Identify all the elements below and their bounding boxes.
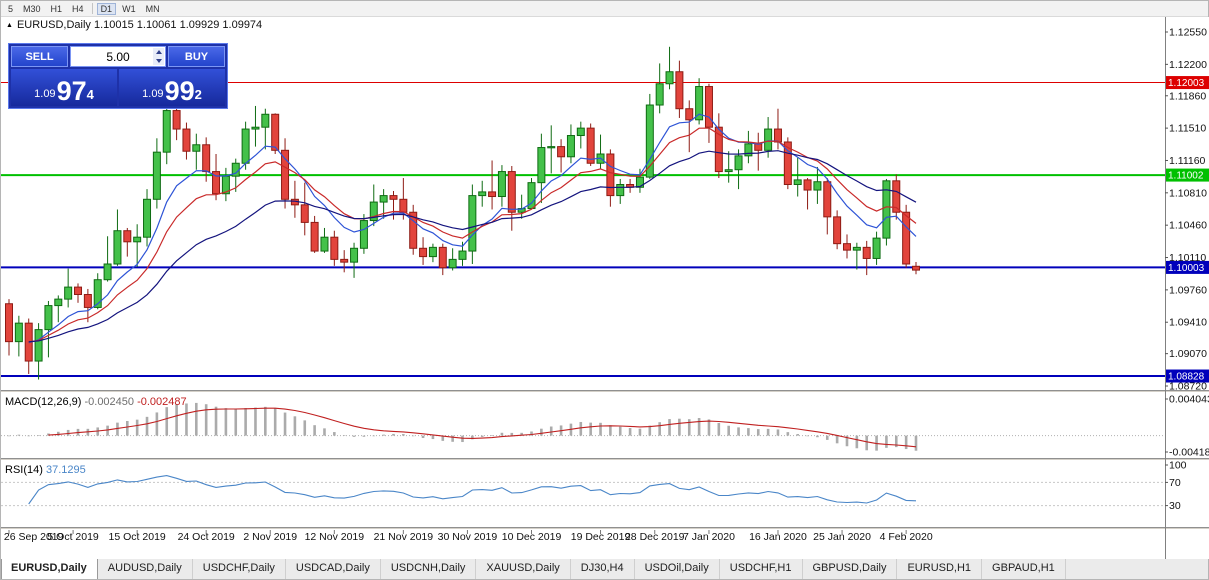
chart-tabbar: EURUSD,Daily AUDUSD,Daily USDCHF,Daily USDC… — [1, 557, 1208, 579]
trade-panel-buttons-row: SELL 5.00 BUY — [11, 46, 225, 67]
svg-text:7 Jan 2020: 7 Jan 2020 — [683, 531, 735, 543]
svg-text:21 Nov 2019: 21 Nov 2019 — [374, 531, 434, 543]
svg-text:1.11510: 1.11510 — [1169, 123, 1206, 135]
svg-text:1.09410: 1.09410 — [1169, 317, 1207, 329]
ma-ema26 — [28, 150, 917, 343]
tab-xauusd-daily[interactable]: XAUUSD,Daily — [476, 558, 571, 579]
svg-text:12 Nov 2019: 12 Nov 2019 — [305, 531, 365, 543]
buy-price-prefix: 1.09 — [142, 88, 164, 100]
tab-usdchf-daily[interactable]: USDCHF,Daily — [193, 558, 286, 579]
svg-text:1.09760: 1.09760 — [1169, 284, 1207, 296]
volume-field[interactable]: 5.00 — [70, 46, 166, 67]
one-click-collapse-icon[interactable]: ▲ — [6, 21, 13, 29]
tab-gbpusd-daily[interactable]: GBPUSD,Daily — [803, 558, 898, 579]
macd-label: MACD(12,26,9) -0.002450 -0.002487 — [5, 396, 187, 408]
tab-eurusd-h1[interactable]: EURUSD,H1 — [897, 558, 983, 579]
timeframe-w1[interactable]: W1 — [122, 3, 136, 14]
svg-text:25 Jan 2020: 25 Jan 2020 — [813, 531, 871, 543]
hline-1.10003[interactable]: 1.10003 — [1, 260, 1209, 274]
tab-usdchf-h1[interactable]: USDCHF,H1 — [720, 558, 803, 579]
candlestick-series — [5, 46, 920, 380]
trade-panel-prices-row: 1.09 97 4 1.09 99 2 — [11, 69, 225, 106]
chart-title: ▲ EURUSD,Daily 1.10015 1.10061 1.09929 1… — [6, 19, 262, 31]
svg-text:1.12550: 1.12550 — [1169, 27, 1207, 39]
volume-spinner[interactable] — [153, 48, 164, 65]
buy-button[interactable]: BUY — [168, 46, 225, 67]
svg-text:1.10810: 1.10810 — [1169, 187, 1207, 199]
buy-price-big: 99 — [164, 76, 195, 107]
chart-title-text: EURUSD,Daily 1.10015 1.10061 1.09929 1.0… — [16, 19, 263, 31]
svg-text:1.12003: 1.12003 — [1168, 78, 1205, 89]
sell-price-prefix: 1.09 — [34, 88, 56, 100]
toolbar-separator — [91, 3, 93, 14]
tab-audusd-daily[interactable]: AUDUSD,Daily — [98, 558, 193, 579]
rsi-label: RSI(14) 37.1295 — [5, 464, 86, 476]
svg-text:30: 30 — [1169, 500, 1181, 512]
volume-down-icon[interactable] — [155, 58, 162, 63]
tab-gbpaud-h1[interactable]: GBPAUD,H1 — [982, 558, 1066, 579]
macd-signal-line — [48, 407, 917, 448]
timeframe-d1[interactable]: D1 — [96, 2, 117, 15]
sell-button[interactable]: SELL — [11, 46, 68, 67]
svg-text:16 Jan 2020: 16 Jan 2020 — [749, 531, 807, 543]
svg-text:1.10110: 1.10110 — [1169, 252, 1206, 264]
tab-eurusd-daily[interactable]: EURUSD,Daily — [1, 558, 98, 579]
svg-text:1.11860: 1.11860 — [1169, 90, 1206, 102]
chart-region: 1.12003 1.11002 1.10003 1.08828 1.12550 1.122… — [1, 17, 1209, 559]
buy-price[interactable]: 1.09 99 2 — [119, 69, 225, 106]
tab-usdcnh-daily[interactable]: USDCNH,Daily — [381, 558, 477, 579]
macd-pane: MACD(12,26,9) -0.002450 -0.002487 0.00404… — [1, 394, 1209, 459]
svg-text:0.004043: 0.004043 — [1169, 394, 1209, 406]
svg-text:26 Sep 2019: 26 Sep 2019 — [4, 531, 64, 543]
pane-separators — [1, 17, 1209, 559]
svg-text:28 Dec 2019: 28 Dec 2019 — [625, 531, 685, 543]
svg-text:1.11002: 1.11002 — [1168, 171, 1204, 182]
svg-text:1.10003: 1.10003 — [1168, 263, 1205, 274]
svg-text:10 Dec 2019: 10 Dec 2019 — [502, 531, 562, 543]
moving-average-lines — [28, 113, 917, 344]
svg-text:1.12200: 1.12200 — [1169, 59, 1207, 71]
hline-1.11002[interactable]: 1.11002 — [1, 168, 1209, 182]
timeframe-5[interactable]: 5 — [8, 3, 14, 14]
rsi-pane: RSI(14) 37.1295 100 70 30 — [1, 460, 1187, 512]
ma-ema13 — [28, 127, 917, 343]
svg-text:24 Oct 2019: 24 Oct 2019 — [178, 531, 235, 543]
volume-up-icon[interactable] — [155, 50, 162, 55]
hline-1.08828[interactable]: 1.08828 — [1, 369, 1209, 383]
timeframe-mn[interactable]: MN — [145, 3, 160, 14]
svg-text:100: 100 — [1169, 460, 1187, 472]
sell-price[interactable]: 1.09 97 4 — [11, 69, 117, 106]
svg-text:5 Oct 2019: 5 Oct 2019 — [47, 531, 99, 543]
svg-text:1.10460: 1.10460 — [1169, 220, 1207, 232]
buy-price-sup: 2 — [194, 87, 202, 102]
timeframe-h4[interactable]: H4 — [72, 3, 84, 14]
sell-price-big: 97 — [56, 76, 87, 107]
timeframe-h1[interactable]: H1 — [50, 3, 63, 14]
svg-text:2 Nov 2019: 2 Nov 2019 — [243, 531, 297, 543]
svg-text:19 Dec 2019: 19 Dec 2019 — [571, 531, 631, 543]
svg-text:1.08720: 1.08720 — [1169, 381, 1207, 393]
one-click-trade-panel: SELL 5.00 BUY 1.09 97 4 1.09 — [8, 43, 228, 109]
tab-dj30-h4[interactable]: DJ30,H4 — [571, 558, 635, 579]
svg-text:4 Feb 2020: 4 Feb 2020 — [880, 531, 933, 543]
volume-value: 5.00 — [106, 49, 130, 64]
tab-usdcad-daily[interactable]: USDCAD,Daily — [286, 558, 381, 579]
rsi-line — [28, 475, 917, 505]
svg-text:70: 70 — [1169, 477, 1181, 489]
svg-text:15 Oct 2019: 15 Oct 2019 — [109, 531, 166, 543]
svg-text:1.09070: 1.09070 — [1169, 348, 1207, 360]
svg-text:1.08828: 1.08828 — [1168, 372, 1205, 383]
timeframe-m30[interactable]: M30 — [23, 3, 41, 14]
price-axis: 1.12550 1.12200 1.11860 1.11510 1.11160 1.108… — [1165, 27, 1207, 393]
svg-text:30 Nov 2019: 30 Nov 2019 — [438, 531, 498, 543]
timeframe-toolbar: 5 M30 H1 H4 D1 W1 MN — [1, 1, 1208, 17]
tab-usdoil-daily[interactable]: USDOil,Daily — [635, 558, 720, 579]
svg-text:-0.004187: -0.004187 — [1169, 447, 1209, 459]
sell-price-sup: 4 — [86, 87, 94, 102]
svg-text:1.11160: 1.11160 — [1169, 155, 1206, 167]
